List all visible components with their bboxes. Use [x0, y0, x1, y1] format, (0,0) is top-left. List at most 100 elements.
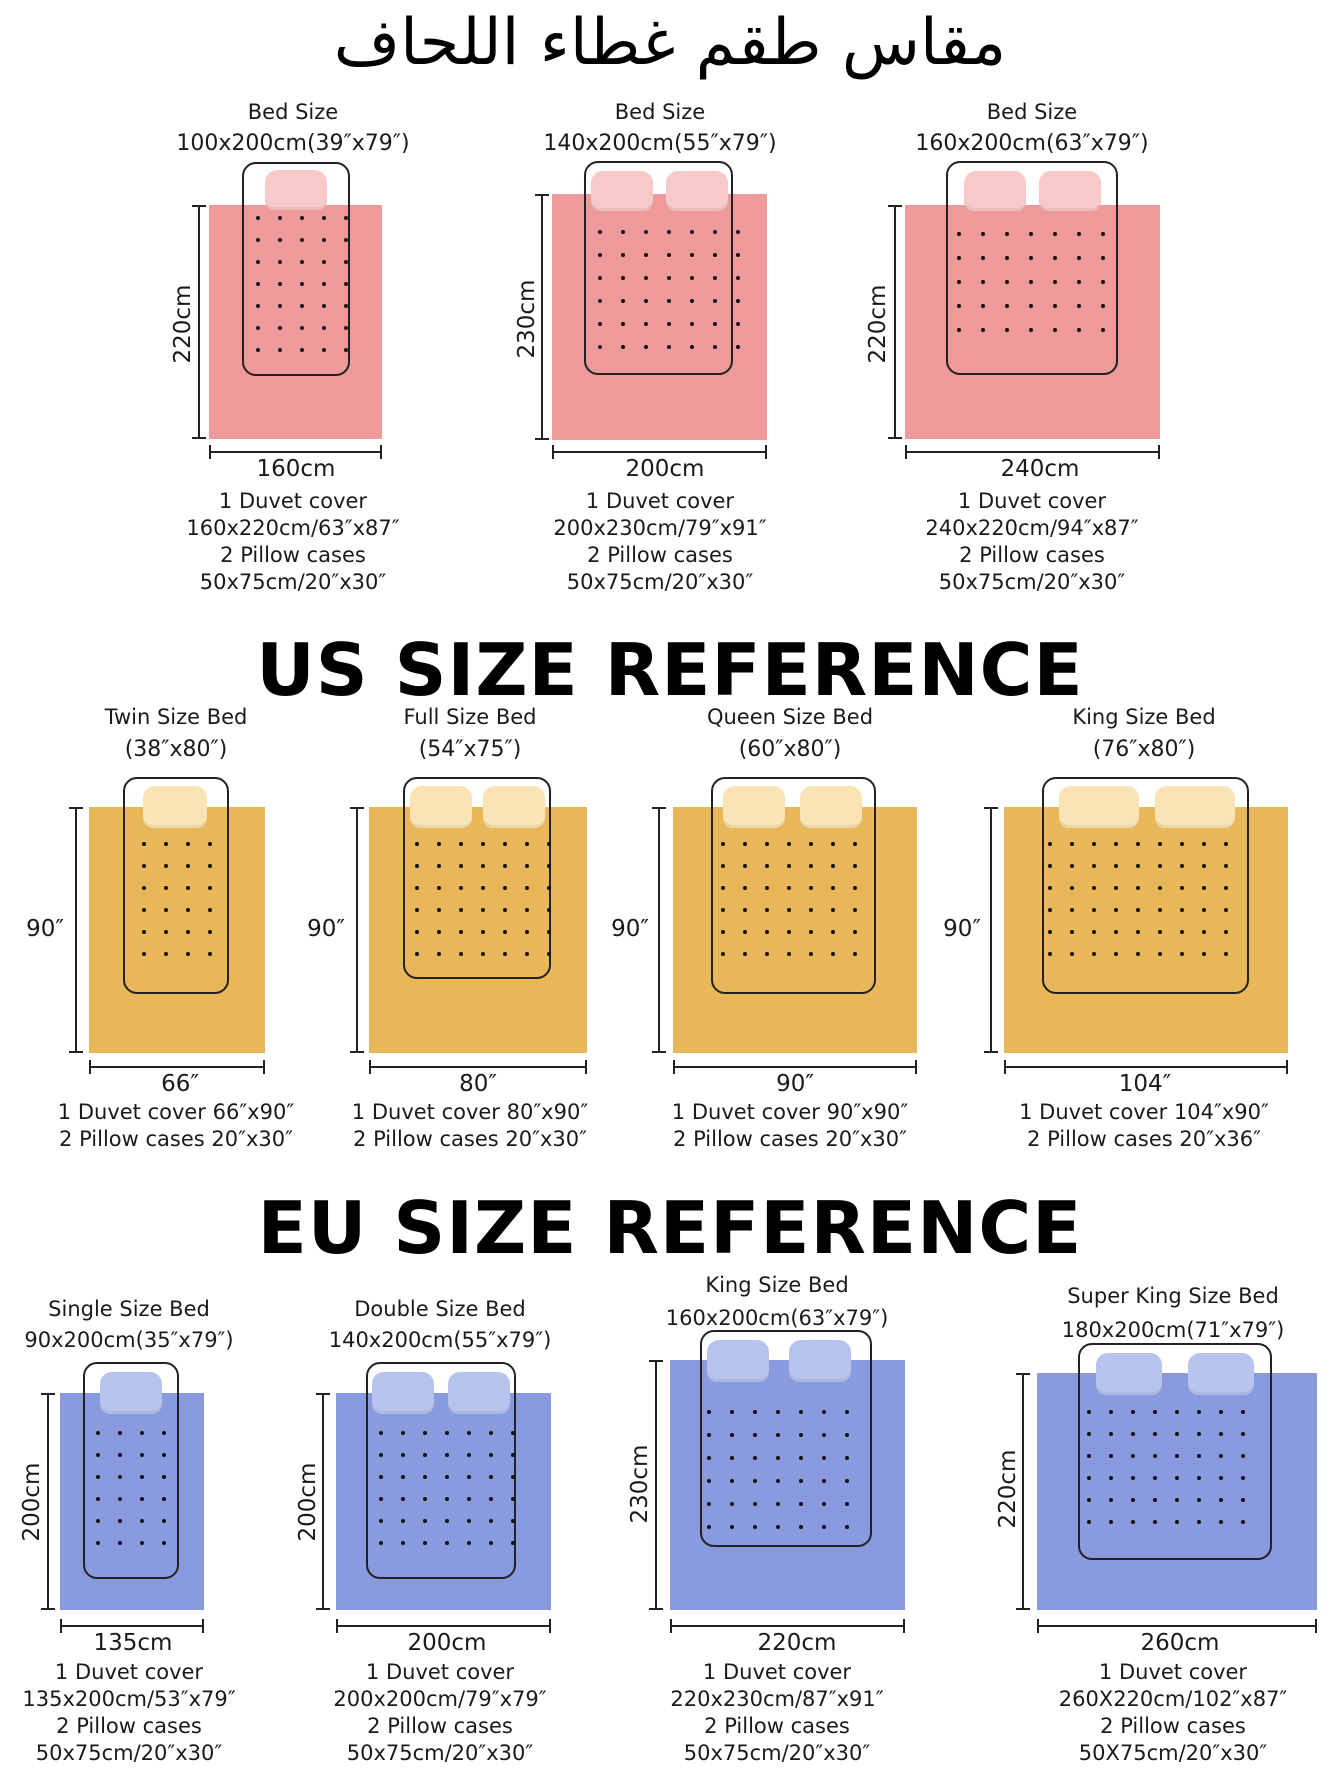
dot	[1029, 256, 1033, 260]
dot	[503, 886, 507, 890]
dot	[765, 930, 769, 934]
dot	[511, 1519, 515, 1523]
dot	[1070, 930, 1074, 934]
pillow	[1155, 786, 1235, 828]
dot	[525, 842, 529, 846]
dot	[437, 886, 441, 890]
dot	[981, 232, 985, 236]
dot	[278, 304, 282, 308]
dot	[96, 1519, 100, 1523]
dot	[1197, 1476, 1201, 1480]
dot	[765, 864, 769, 868]
mattress-outline	[946, 161, 1118, 375]
dot	[322, 260, 326, 264]
dot	[776, 1433, 780, 1437]
dot	[467, 1431, 471, 1435]
dot	[1131, 1520, 1135, 1524]
dot	[186, 886, 190, 890]
dot	[1077, 328, 1081, 332]
dot	[511, 1453, 515, 1457]
dot	[300, 304, 304, 308]
dot	[278, 348, 282, 352]
height-label: 90″	[26, 916, 64, 942]
dot	[503, 952, 507, 956]
dot	[598, 276, 602, 280]
dot	[445, 1453, 449, 1457]
dot	[721, 930, 725, 934]
dot	[753, 1479, 757, 1483]
dot	[1224, 886, 1228, 890]
dot	[831, 952, 835, 956]
bed-title: Double Size Bed	[354, 1297, 526, 1321]
bed-title: King Size Bed	[705, 1273, 849, 1297]
dot	[547, 886, 551, 890]
height-dimension-line	[652, 807, 666, 1053]
width-label: 200cm	[625, 456, 705, 482]
bed-size: 140x200cm(55″x79″)	[328, 1328, 552, 1352]
height-dimension-line	[350, 807, 364, 1053]
dot	[981, 280, 985, 284]
dot	[1153, 1454, 1157, 1458]
width-label: 90″	[776, 1071, 814, 1097]
dot	[1131, 1410, 1135, 1414]
dot	[467, 1475, 471, 1479]
dot	[713, 276, 717, 280]
pillow	[265, 170, 327, 210]
bed-size: 140x200cm(55″x79″)	[543, 131, 777, 156]
dot	[598, 299, 602, 303]
dot	[96, 1497, 100, 1501]
dot	[776, 1502, 780, 1506]
dot	[765, 908, 769, 912]
dot	[1197, 1454, 1201, 1458]
width-dimension-line	[209, 445, 382, 459]
dot	[1136, 864, 1140, 868]
dot	[809, 864, 813, 868]
dot	[822, 1502, 826, 1506]
dot	[423, 1453, 427, 1457]
bed-title: Twin Size Bed	[104, 705, 248, 729]
dot	[845, 1479, 849, 1483]
dot	[401, 1541, 405, 1545]
dot	[809, 886, 813, 890]
dot	[162, 1431, 166, 1435]
dot	[401, 1475, 405, 1479]
dot	[118, 1497, 122, 1501]
dot	[799, 1456, 803, 1460]
height-label: 200cm	[295, 1462, 321, 1542]
mattress-outline	[700, 1330, 872, 1547]
mattress-outline	[584, 161, 733, 375]
dot	[799, 1479, 803, 1483]
dot	[667, 253, 671, 257]
dot	[1101, 304, 1105, 308]
dot	[1180, 930, 1184, 934]
bed-title: Single Size Bed	[48, 1297, 210, 1321]
pillow	[1188, 1353, 1254, 1395]
dot	[853, 952, 857, 956]
dot	[445, 1519, 449, 1523]
dot	[186, 952, 190, 956]
dot	[799, 1525, 803, 1529]
width-dimension-line	[1004, 1060, 1288, 1074]
duvet-sheet	[89, 807, 265, 1053]
dot	[344, 326, 348, 330]
dot	[736, 322, 740, 326]
height-label: 200cm	[19, 1462, 45, 1542]
dot	[445, 1541, 449, 1545]
dot	[730, 1410, 734, 1414]
spec-line: 2 Pillow cases 20″x30″	[59, 1127, 293, 1151]
dot	[401, 1519, 405, 1523]
dot	[503, 930, 507, 934]
dot	[598, 322, 602, 326]
height-label: 230cm	[514, 279, 540, 359]
spec-line: 50X75cm/20″x30″	[1078, 1741, 1268, 1765]
dot	[503, 842, 507, 846]
dot	[1048, 842, 1052, 846]
spec-line: 50x75cm/20″x30″	[35, 1741, 223, 1765]
dot	[322, 348, 326, 352]
dot	[1109, 1410, 1113, 1414]
dot	[787, 908, 791, 912]
dot	[981, 304, 985, 308]
dot	[957, 304, 961, 308]
dot	[765, 886, 769, 890]
dot	[1131, 1476, 1135, 1480]
